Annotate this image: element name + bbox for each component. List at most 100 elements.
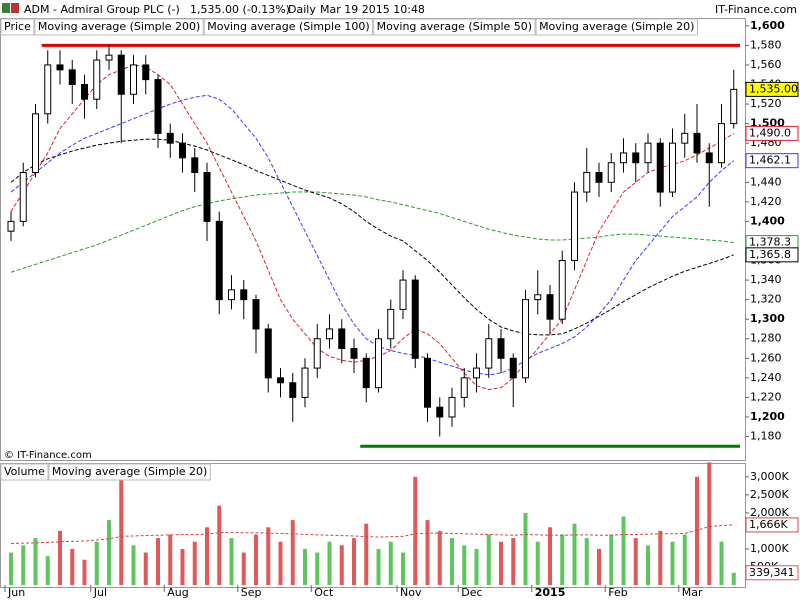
y-tick-label: 1,420 xyxy=(750,195,782,208)
volume-bar xyxy=(486,534,491,585)
y-tick-label: 2,000K xyxy=(750,506,789,519)
legend-box xyxy=(0,463,49,481)
legend-entry: Moving average (Simple 200) xyxy=(38,20,200,33)
volume-bar xyxy=(523,512,528,585)
volume-bar xyxy=(401,552,405,585)
candle-body xyxy=(436,406,444,418)
candle-body xyxy=(215,220,223,301)
candle-body xyxy=(56,64,64,71)
volume-bar xyxy=(437,530,442,585)
candle-body xyxy=(105,54,113,61)
y-tick-label: 1,220 xyxy=(750,390,782,403)
volume-bar xyxy=(315,552,320,585)
moving-average-line xyxy=(10,524,734,545)
last-value-label: 1,490.0 xyxy=(749,126,791,139)
volume-bar xyxy=(450,538,454,585)
candle-body xyxy=(730,88,738,125)
last-value-box xyxy=(745,565,799,581)
legend-box xyxy=(535,18,698,36)
candle-body xyxy=(387,308,395,340)
moving-average-line xyxy=(10,138,734,336)
candle-body xyxy=(252,299,260,330)
volume-bar xyxy=(597,548,601,585)
volume-bar xyxy=(658,530,663,585)
volume-bar xyxy=(131,545,136,585)
candle-body xyxy=(93,59,101,100)
candle-body xyxy=(497,338,505,359)
volume-bar xyxy=(535,541,540,585)
volume-bar xyxy=(168,534,173,585)
y-tick-label: 1,400 xyxy=(750,214,785,227)
y-tick-label: 1,520 xyxy=(750,97,782,110)
candle-body xyxy=(718,123,725,164)
volume-bar xyxy=(474,548,479,585)
volume-bar xyxy=(352,538,356,585)
candle-body xyxy=(669,142,676,193)
volume-bar xyxy=(254,534,258,585)
candle-body xyxy=(117,54,125,95)
candle-body xyxy=(7,220,15,232)
legend-box xyxy=(373,18,536,36)
candle-body xyxy=(473,367,480,379)
legend-entry: Price xyxy=(4,20,31,33)
volume-bar xyxy=(695,476,699,585)
y-tick-label: 1,280 xyxy=(750,332,782,345)
legend-entry: Volume xyxy=(4,465,45,478)
last-value-label: 1,535.00 xyxy=(749,82,798,95)
candle-body xyxy=(656,142,664,193)
x-tick-label: Feb xyxy=(608,586,627,599)
brand: IT-Finance.com xyxy=(715,3,797,16)
volume-bar xyxy=(192,541,197,585)
candle-body xyxy=(228,289,235,301)
volume-bar xyxy=(82,559,87,585)
candle-body xyxy=(399,279,407,310)
volume-bar xyxy=(327,541,332,585)
candle-body xyxy=(203,172,211,222)
candle-body xyxy=(154,79,162,134)
y-tick-label: 1,580 xyxy=(750,38,782,51)
volume-bar xyxy=(621,516,626,585)
volume-bar xyxy=(290,520,295,585)
last-value-label: 1,365.8 xyxy=(749,248,791,261)
volume-bar xyxy=(425,520,430,585)
last-value-box xyxy=(745,125,799,141)
y-tick-label: 1,600 xyxy=(750,19,785,32)
x-tick-label: Dec xyxy=(461,586,482,599)
last-value-label: 1,378.3 xyxy=(749,236,791,249)
x-tick-label: Sep xyxy=(241,586,262,599)
volume-bar xyxy=(413,476,418,585)
volume-bar xyxy=(229,538,234,585)
volume-bar xyxy=(682,534,687,585)
y-tick-label: 1,300 xyxy=(750,312,785,325)
y-tick-label: 1,000K xyxy=(750,542,789,555)
y-tick-label: 1,200 xyxy=(750,410,785,423)
legend-entry: Moving average (Simple 20) xyxy=(539,20,694,33)
x-tick-label: Aug xyxy=(167,586,188,599)
candle-body xyxy=(485,338,493,369)
y-tick-label: 1,560 xyxy=(750,58,782,71)
volume-bar xyxy=(119,476,124,585)
volume-bar xyxy=(731,572,736,585)
volume-bar xyxy=(278,541,283,585)
candle-body xyxy=(313,338,321,369)
candle-body xyxy=(681,132,689,144)
volume-bar xyxy=(499,541,503,585)
x-tick-label: Jul xyxy=(93,586,107,599)
volume-bar xyxy=(45,556,50,585)
last-value-label: 1,666K xyxy=(749,518,788,531)
y-tick-label: 2,500K xyxy=(750,488,789,501)
quote: 1,535.00 (-0.13%) xyxy=(190,3,290,16)
y-tick-label: 1,320 xyxy=(750,293,782,306)
volume-bar xyxy=(719,541,724,585)
candle-body xyxy=(338,328,346,350)
volume-bar xyxy=(33,538,38,585)
legend-box xyxy=(203,18,374,36)
icon xyxy=(11,3,19,13)
volume-bar xyxy=(107,520,111,585)
volume-bar xyxy=(21,545,26,585)
candle-body xyxy=(424,357,431,408)
period: Daily xyxy=(288,3,316,16)
candle-body xyxy=(460,377,468,398)
volume-bar xyxy=(339,545,344,585)
